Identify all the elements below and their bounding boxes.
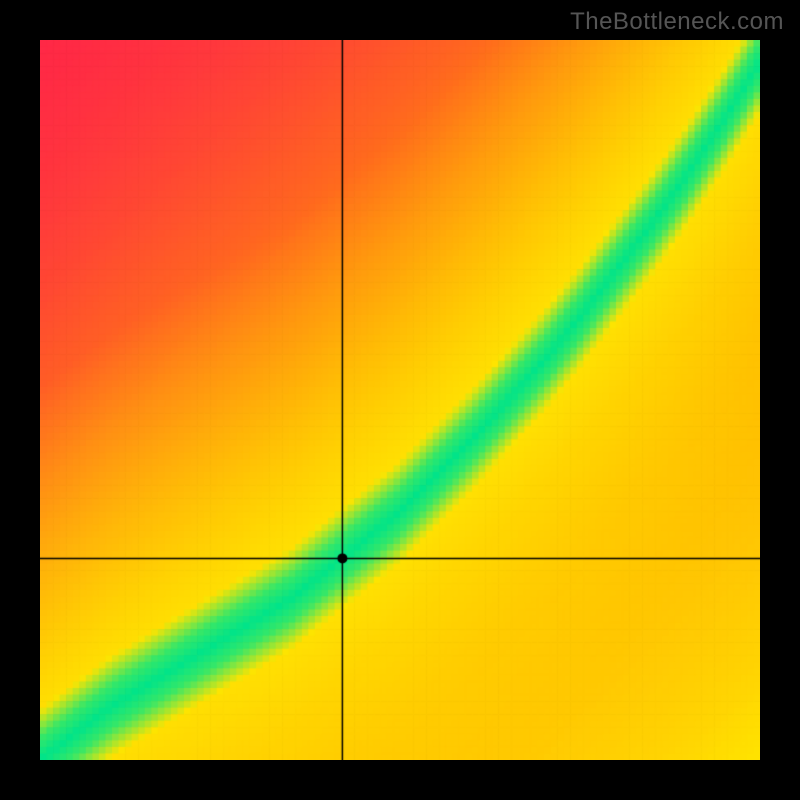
plot-area <box>40 40 760 760</box>
heatmap-canvas <box>40 40 760 760</box>
chart-container: TheBottleneck.com <box>0 0 800 800</box>
watermark-text: TheBottleneck.com <box>570 8 784 36</box>
